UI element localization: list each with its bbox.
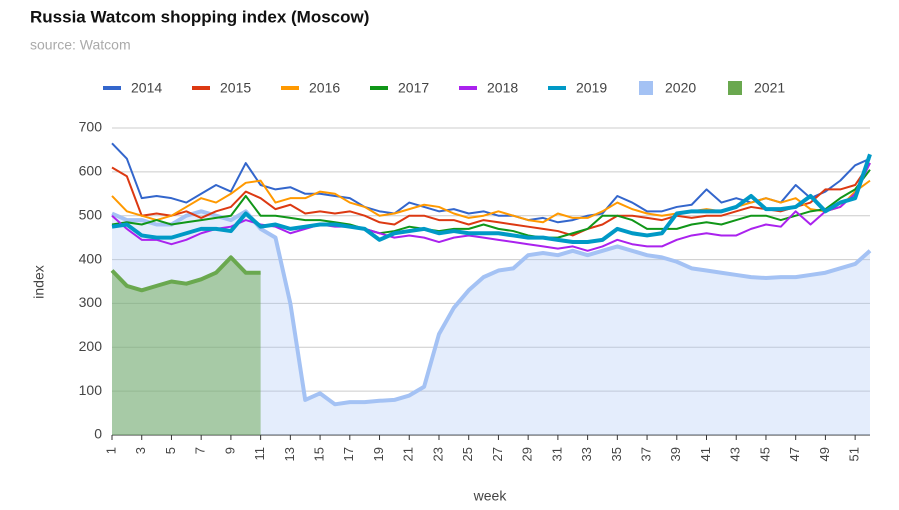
x-tick-label: 43: [728, 447, 743, 461]
chart-title: Russia Watcom shopping index (Moscow): [30, 7, 369, 26]
line: [111, 179, 871, 224]
x-tick-label: 21: [401, 447, 416, 461]
x-tick-label: 9: [222, 447, 237, 454]
y-tick-label: 500: [79, 206, 103, 222]
area: [112, 257, 261, 435]
x-tick-label: 31: [549, 447, 564, 461]
legend-label: 2019: [576, 80, 607, 96]
x-tick-label: 51: [847, 447, 862, 461]
y-tick-label: 700: [79, 119, 103, 135]
x-tick-label: 47: [787, 447, 802, 461]
x-tick-label: 49: [817, 447, 832, 461]
x-tick-label: 15: [312, 447, 327, 461]
y-tick-label: 0: [94, 426, 102, 442]
legend-label: 2017: [398, 80, 429, 96]
line: [111, 209, 872, 407]
x-tick-label: 13: [282, 447, 297, 461]
y-axis-label: index: [31, 265, 47, 298]
x-tick-label: 45: [757, 447, 772, 461]
chart-subtitle: source: Watcom: [30, 37, 131, 53]
legend-label: 2015: [220, 80, 251, 96]
x-tick-label: 17: [341, 447, 356, 461]
x-tick-label: 37: [638, 447, 653, 461]
line: [111, 153, 872, 245]
y-tick-label: 300: [79, 294, 103, 310]
x-tick-label: 25: [460, 447, 475, 461]
legend-label: 2016: [309, 80, 340, 96]
line: [110, 255, 261, 293]
legend-label: 2021: [754, 80, 785, 96]
x-tick-label: 41: [698, 447, 713, 461]
x-tick-label: 33: [579, 447, 594, 461]
x-tick-label: 11: [252, 447, 267, 461]
y-tick-label: 100: [79, 382, 103, 398]
x-tick-label: 1: [103, 447, 118, 454]
x-tick-label: 5: [163, 447, 178, 454]
x-tick-label: 23: [430, 447, 445, 461]
y-tick-label: 200: [79, 338, 103, 354]
x-tick-label: 19: [371, 447, 386, 461]
line: [111, 169, 871, 239]
y-tick-label: 400: [79, 250, 103, 266]
x-tick-label: 35: [609, 447, 624, 461]
x-tick-label: 29: [520, 447, 535, 461]
y-tick-label: 600: [79, 163, 103, 179]
legend-label: 2018: [487, 80, 518, 96]
x-tick-label: 7: [193, 447, 208, 454]
legend-label: 2014: [131, 80, 162, 96]
line: [111, 142, 871, 224]
legend-label: 2020: [665, 80, 696, 96]
x-axis-label: week: [473, 488, 508, 504]
legend-swatch: [639, 81, 653, 95]
x-tick-label: 39: [668, 447, 683, 461]
x-tick-label: 3: [133, 447, 148, 454]
line: [111, 162, 871, 237]
x-tick-label: 27: [490, 447, 505, 461]
legend-swatch: [728, 81, 742, 95]
